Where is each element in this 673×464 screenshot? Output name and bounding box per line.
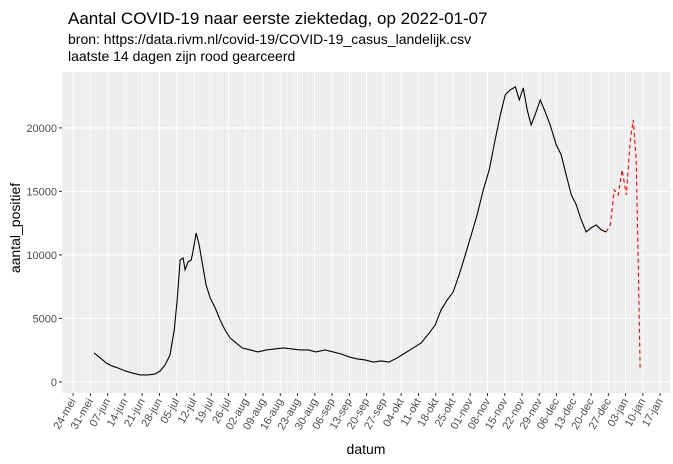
y-tick-label: 20000 (26, 123, 57, 135)
y-tick-label: 15000 (26, 186, 57, 198)
x-axis-label: datum (347, 441, 386, 457)
y-tick-label: 10000 (26, 250, 57, 262)
chart-title: Aantal COVID-19 naar eerste ziektedag, o… (68, 9, 488, 28)
line-series (93, 86, 607, 376)
y-tick-label: 5000 (33, 313, 57, 325)
y-axis-label: aantal_positief (7, 183, 23, 273)
chart-subtitle: bron: https://data.rivm.nl/covid-19/COVI… (68, 31, 471, 47)
y-tick-label: 0 (51, 377, 57, 389)
line-series (605, 119, 641, 371)
chart-subtitle: laatste 14 dagen zijn rood gearceerd (68, 48, 295, 64)
